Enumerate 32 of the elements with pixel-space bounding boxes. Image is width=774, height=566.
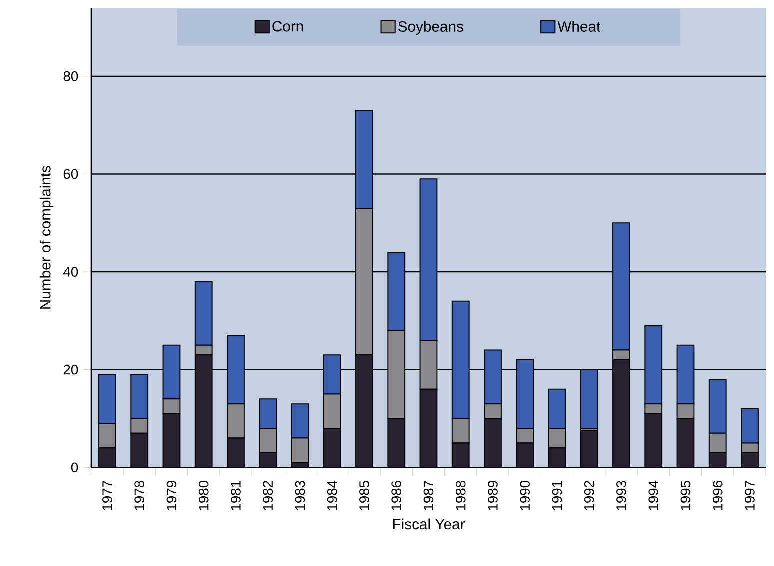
x-tick-label: 1981 <box>231 481 241 510</box>
bar <box>580 369 598 429</box>
x-tick-label: 1987 <box>424 481 434 510</box>
legend-label: Wheat <box>558 20 601 32</box>
x-tick-label: 1980 <box>198 480 209 510</box>
x-tick-label: 1982 <box>263 481 274 510</box>
x-tick-label: 1997 <box>745 481 755 510</box>
x-tick-label: 1994 <box>648 480 659 510</box>
y-tick-label: 80 <box>64 71 78 82</box>
x-tick-label: 1988 <box>456 480 466 510</box>
x-tick-label: 1979 <box>166 481 177 510</box>
y-tick-label: 20 <box>64 364 78 375</box>
legend-label: Soybeans <box>398 20 464 35</box>
x-tick-label: 1992 <box>584 481 594 510</box>
x-tick-label: 1996 <box>712 480 723 510</box>
y-tick-label: 0 <box>71 462 78 472</box>
x-tick-label: 1986 <box>392 480 402 510</box>
x-tick-label: 1985 <box>360 480 370 510</box>
y-tick-label: 40 <box>64 267 78 277</box>
x-tick-label: 1990 <box>520 480 530 510</box>
x-tick-label: 1993 <box>616 480 626 510</box>
x-axis-title: Fiscal Year <box>393 518 465 530</box>
x-tick-label: 1995 <box>680 480 691 510</box>
y-tick-label: 60 <box>64 169 78 180</box>
x-tick-label: 1991 <box>552 481 562 510</box>
x-tick-label: 1989 <box>488 481 498 510</box>
y-axis-title: Number of complaints <box>40 166 54 309</box>
x-tick-label: 1978 <box>134 480 145 510</box>
legend-label: Corn <box>272 21 304 32</box>
x-tick-label: 1983 <box>295 480 306 510</box>
x-tick-label: 1984 <box>327 480 338 510</box>
x-tick-label: 1977 <box>102 481 112 510</box>
